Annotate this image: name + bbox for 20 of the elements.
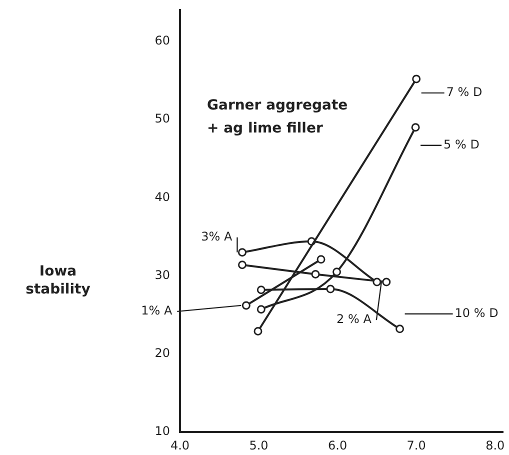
x-tick-label: 6.0 <box>328 438 348 452</box>
x-tick-label: 8.0 <box>486 438 505 452</box>
series-label: 3% A <box>201 229 234 244</box>
legend-label: 7 % D <box>446 85 482 100</box>
y-tick-label: 40 <box>154 190 170 204</box>
y-tick-label: 20 <box>154 346 170 360</box>
annotation: Garner aggregate <box>207 98 348 114</box>
y-tick-label: 30 <box>154 268 170 282</box>
annotation: + ag lime filler <box>207 120 323 137</box>
y-axis-title: Iowa stability <box>26 264 90 298</box>
y-tick-label: 10 <box>154 424 170 438</box>
legend-label: 5 % D <box>444 137 480 152</box>
text: 2 % A <box>336 312 372 326</box>
text: 1% A <box>141 304 173 318</box>
x-tick-label: 5.0 <box>249 438 268 452</box>
y-tick-label: 60 <box>154 34 170 48</box>
legend-label: 10 % D <box>454 306 498 320</box>
y-tick-label: 50 <box>154 112 170 126</box>
x-tick-label: 7.0 <box>406 438 426 452</box>
x-tick-label: 4.0 <box>170 438 190 452</box>
